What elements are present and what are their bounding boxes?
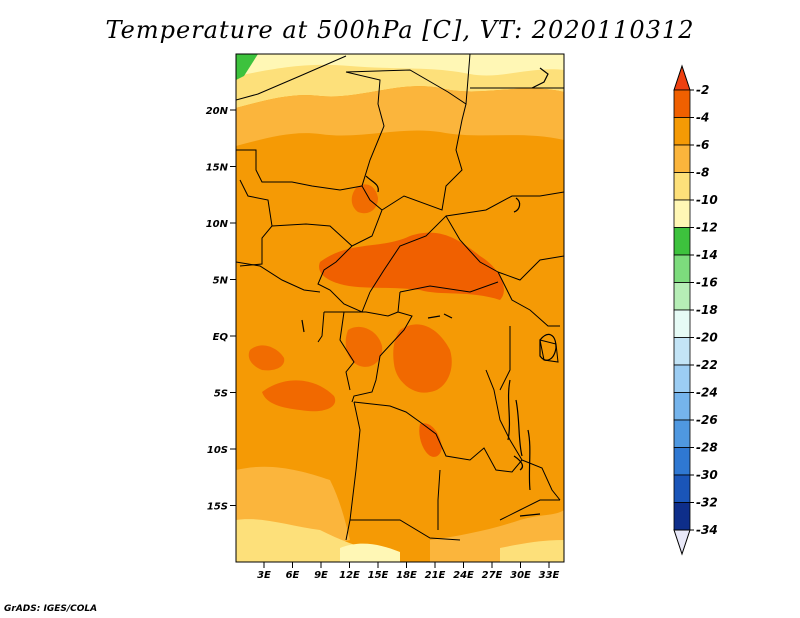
latitude-axis: 20N 15N 10N 5N EQ 5S 10S 15S	[206, 106, 236, 513]
colorbar-label: -30	[696, 468, 718, 482]
colorbar-box	[673, 254, 691, 283]
colorbar-label: -18	[696, 303, 718, 317]
colorbar-box	[673, 282, 691, 311]
colorbar-box	[673, 117, 691, 146]
lon-tick-label: 6E	[286, 570, 300, 581]
grads-credit: GrADS: IGES/COLA	[4, 604, 98, 614]
colorbar-bottom-arrow	[673, 529, 691, 556]
lat-tick-label: 15S	[207, 502, 228, 513]
colorbar-label: -4	[696, 111, 709, 125]
colorbar-box	[673, 309, 691, 338]
colorbar-label: -12	[696, 221, 718, 235]
colorbar-label: -26	[696, 413, 718, 427]
lon-tick-label: 3E	[257, 570, 271, 581]
colorbar-label: -20	[696, 331, 718, 345]
colorbar-label: -14	[696, 248, 718, 262]
map-frame	[235, 53, 565, 563]
lakes	[301, 67, 557, 517]
colorbar-box	[673, 474, 691, 503]
colorbar-label: -24	[696, 386, 718, 400]
colorbar-box	[673, 199, 691, 228]
lon-tick-label: 24E	[453, 570, 474, 581]
colorbar-box	[673, 447, 691, 476]
colorbar-box	[673, 392, 691, 421]
lon-tick-label: 18E	[396, 570, 417, 581]
colorbar-label: -10	[696, 193, 718, 207]
lat-tick-label: 20N	[206, 106, 229, 117]
colorbar-box	[673, 364, 691, 393]
map-title: Temperature at 500hPa [C], VT: 202011031…	[105, 16, 695, 44]
longitude-axis: 3E 6E 9E 12E 15E 18E 21E 24E 27E 30E 33E	[257, 562, 560, 581]
colorbar-label: -2	[696, 83, 709, 97]
lon-tick-label: 30E	[510, 570, 531, 581]
lon-tick-label: 12E	[339, 570, 360, 581]
colorbar-label: -28	[696, 441, 718, 455]
lat-tick-label: EQ	[213, 332, 229, 343]
colorbar-label: -16	[696, 276, 718, 290]
country-borders	[236, 54, 564, 541]
colorbar-label: -22	[696, 358, 718, 372]
lat-tick-label: 10S	[207, 445, 228, 456]
colorbar: -2 -4 -6 -8 -10 -12 -14 -16 -18 -20 -22 -24 -26 -28 -3…	[673, 64, 718, 556]
colorbar-box	[673, 172, 691, 201]
colorbar-box	[673, 419, 691, 448]
lon-tick-label: 33E	[539, 570, 560, 581]
lon-tick-label: 27E	[482, 570, 503, 581]
lon-tick-label: 21E	[425, 570, 446, 581]
colorbar-box	[673, 144, 691, 173]
colorbar-box	[673, 227, 691, 256]
colorbar-label: -34	[696, 523, 718, 537]
colorbar-label: -32	[696, 496, 718, 510]
lon-tick-label: 9E	[314, 570, 328, 581]
lon-tick-label: 15E	[368, 570, 389, 581]
colorbar-box	[673, 89, 691, 118]
temperature-field	[236, 54, 564, 562]
lat-tick-label: 10N	[206, 219, 229, 230]
lat-tick-label: 5N	[213, 276, 229, 287]
lat-tick-label: 5S	[214, 389, 228, 400]
colorbar-label: -6	[696, 138, 709, 152]
colorbar-box	[673, 502, 691, 531]
colorbar-top-arrow	[673, 64, 691, 91]
colorbar-label: -8	[696, 166, 709, 180]
lat-tick-label: 15N	[206, 163, 229, 174]
colorbar-box	[673, 337, 691, 366]
